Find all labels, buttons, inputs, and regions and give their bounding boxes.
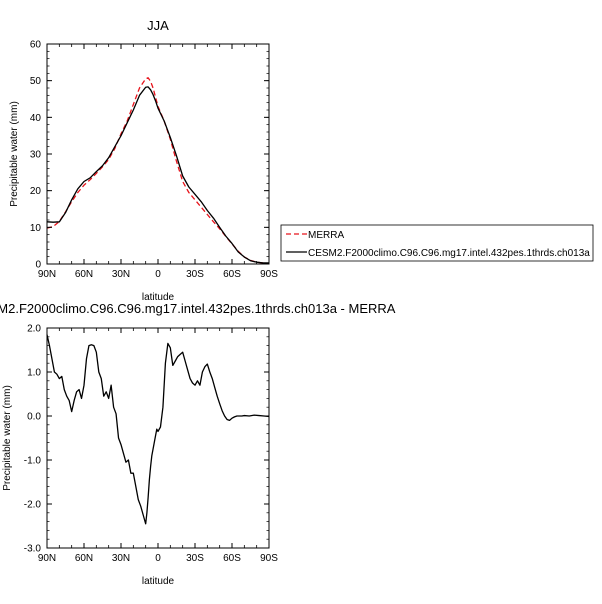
top-y-tick-label: 50 [30,76,42,87]
bottom-series-difference-line [46,334,270,525]
bottom-y-tick-label: -2.0 [24,500,42,511]
top-y-axis-label: Precipitable water (mm) [9,101,20,207]
bottom-x-tick-label: 30N [112,553,130,564]
legend-box [280,224,594,262]
top-x-tick-label: 30S [186,269,204,280]
bottom-x-tick-label: 60N [75,553,93,564]
top-x-tick-label: 0 [155,269,161,280]
bottom-panel: CESM2.F2000climo.C96.C96.mg17.intel.432p… [0,301,396,587]
top-x-axis-label: latitude [142,292,175,303]
bottom-y-tick-label: 1.0 [27,368,41,379]
top-x-tick-label: 30N [112,269,130,280]
top-y-tick-label: 60 [30,40,42,51]
top-chart-title: JJA [147,18,169,33]
legend-label-merra: MERRA [308,230,344,241]
bottom-y-tick-label: 2.0 [27,324,41,335]
top-y-tick-label: 40 [30,113,42,124]
bottom-y-axis-label: Precipitable water (mm) [2,385,13,491]
top-panel: JJA 90N 60N 30N 0 30S 60S 90S 0 10 20 30 40 50 60 lat… [9,18,278,303]
top-series-merra-line [46,77,270,264]
bottom-x-tick-label: 90S [260,553,278,564]
bottom-y-tick-label: -3.0 [24,544,42,555]
top-x-tick-label: 90S [260,269,278,280]
top-y-tick-label: 30 [30,150,42,161]
top-series-layer [46,77,270,264]
top-y-tick-label: 0 [35,260,41,271]
top-tick-layer: 90N 60N 30N 0 30S 60S 90S 0 10 20 30 40 50 60 [30,40,278,281]
bottom-series-layer [46,334,270,525]
top-x-tick-label: 90N [38,269,56,280]
bottom-chart-title: CESM2.F2000climo.C96.C96.mg17.intel.432p… [0,301,396,316]
top-series-cesm2-line [46,86,269,264]
top-x-tick-label: 60S [223,269,241,280]
bottom-tick-layer: 90N 60N 30N 0 30S 60S 90S -3.0 -2.0 -1.0 0.0 1.0 2.0 [24,324,278,565]
bottom-plot-frame [46,327,270,549]
bottom-y-tick-label: 0.0 [27,412,41,423]
bottom-x-tick-label: 30S [186,553,204,564]
top-plot-frame [46,43,270,265]
top-y-tick-label: 20 [30,186,42,197]
bottom-x-axis-label: latitude [142,576,175,587]
top-y-tick-label: 10 [30,223,42,234]
bottom-y-tick-label: -1.0 [24,456,42,467]
legend-label-cesm2: CESM2.F2000climo.C96.C96.mg17.intel.432p… [308,248,590,259]
bottom-x-tick-label: 60S [223,553,241,564]
top-x-tick-label: 60N [75,269,93,280]
legend: MERRA CESM2.F2000climo.C96.C96.mg17.inte… [280,224,594,262]
bottom-x-tick-label: 90N [38,553,56,564]
bottom-x-tick-label: 0 [155,553,161,564]
